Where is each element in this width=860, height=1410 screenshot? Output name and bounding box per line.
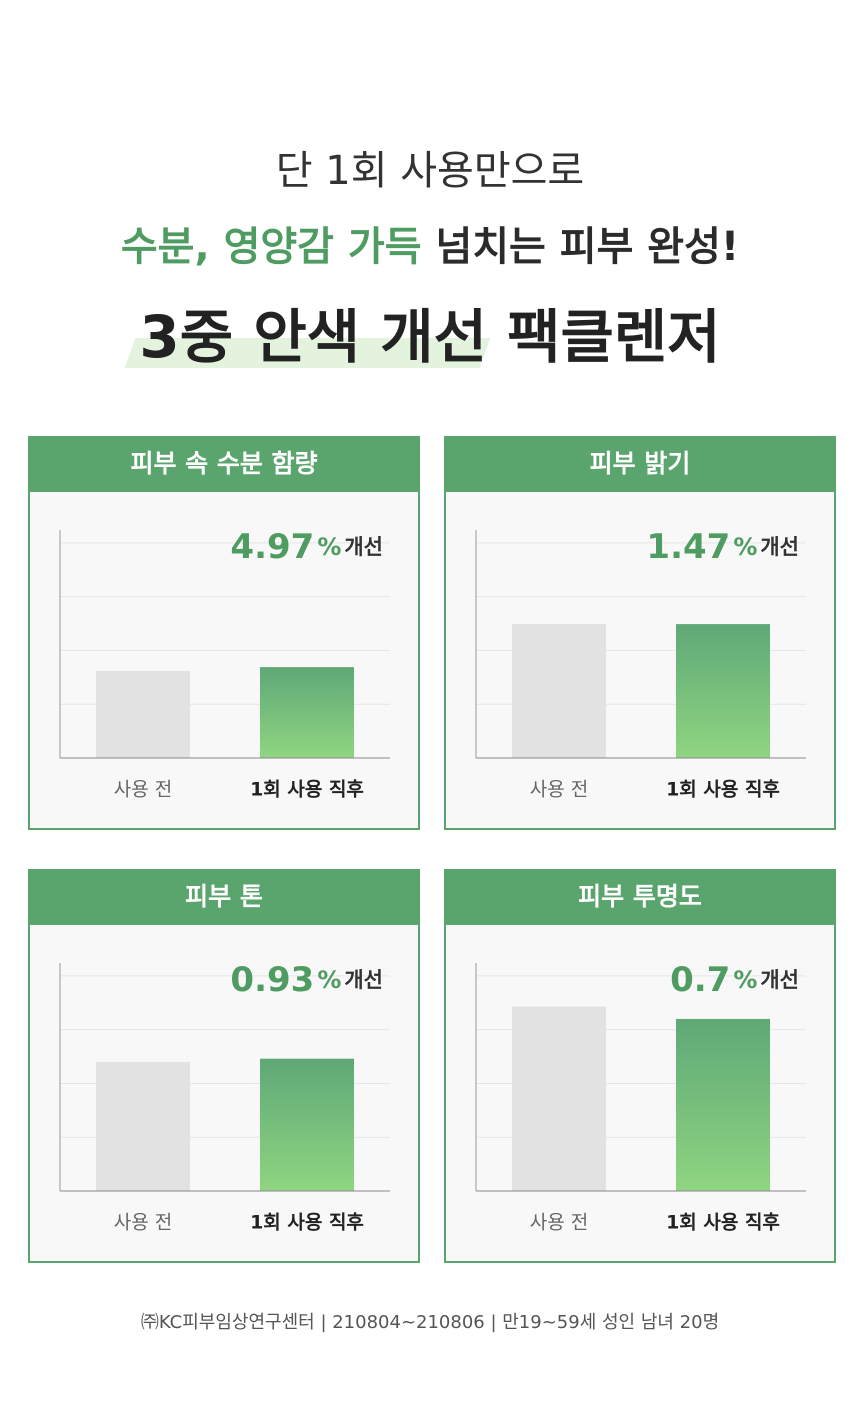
card-bg bbox=[444, 436, 836, 830]
improvement-label: 0.93% 개선 bbox=[230, 960, 383, 1000]
chart-title: 피부 밝기 bbox=[590, 449, 691, 478]
product-title: 3중 안색 개선 팩클렌저 bbox=[139, 303, 721, 371]
card-bg bbox=[444, 869, 836, 1263]
x-tick-label: 사용 전 bbox=[114, 1212, 172, 1234]
bar bbox=[512, 624, 606, 758]
chart-title: 피부 투명도 bbox=[578, 882, 702, 911]
improvement-improvement-unit: % bbox=[317, 966, 341, 994]
bar bbox=[512, 1006, 606, 1191]
headline: 수분, 영양감 가득 넘치는 피부 완성! bbox=[0, 214, 860, 272]
improvement-improvement-unit: % bbox=[733, 533, 757, 561]
improvement-label: 0.7% 개선 bbox=[670, 960, 799, 1000]
headline-green: 수분, 영양감 가득 bbox=[120, 224, 422, 270]
chart-title: 피부 속 수분 함량 bbox=[130, 449, 317, 478]
x-tick-label: 1회 사용 직후 bbox=[250, 779, 364, 801]
headline: 단 1회 사용만으로 bbox=[275, 148, 585, 194]
x-tick-label: 사용 전 bbox=[114, 779, 172, 801]
card-bg bbox=[28, 869, 420, 1263]
bar bbox=[260, 1058, 354, 1191]
improvement-improvement-suffix: 개선 bbox=[344, 535, 383, 559]
improvement-improvement-suffix: 개선 bbox=[344, 968, 383, 992]
improvement-label: 1.47% 개선 bbox=[646, 527, 799, 567]
improvement-improvement: 1.47 bbox=[646, 527, 730, 567]
improvement-label: 4.97% 개선 bbox=[230, 527, 383, 567]
x-tick-label: 사용 전 bbox=[530, 779, 588, 801]
chart-card: 피부 톤사용 전 1회 사용 직후 0.93% 개선 bbox=[28, 869, 420, 1263]
improvement-improvement-unit: % bbox=[733, 966, 757, 994]
x-tick-label: 1회 사용 직후 bbox=[666, 779, 780, 801]
x-tick-label: 1회 사용 직후 bbox=[250, 1212, 364, 1234]
bar bbox=[260, 667, 354, 758]
card-header bbox=[28, 436, 420, 492]
headline-rest: 넘치는 피부 완성! bbox=[435, 224, 740, 270]
card-header bbox=[444, 436, 836, 492]
bar bbox=[96, 1061, 190, 1191]
card-header bbox=[444, 869, 836, 925]
improvement-improvement: 0.93 bbox=[230, 960, 314, 1000]
improvement-improvement: 4.97 bbox=[230, 527, 314, 567]
improvement-improvement: 0.7 bbox=[670, 960, 730, 1000]
bar bbox=[676, 624, 770, 758]
chart-title: 피부 톤 bbox=[185, 882, 263, 911]
bar bbox=[96, 670, 190, 758]
footnote: ㈜KC피부임상연구센터 | 210804~210806 | 만19~59세 성인… bbox=[140, 1312, 720, 1333]
bar bbox=[676, 1018, 770, 1191]
x-tick-label: 1회 사용 직후 bbox=[666, 1212, 780, 1234]
improvement-improvement-unit: % bbox=[317, 533, 341, 561]
card-bg bbox=[28, 436, 420, 830]
card-header bbox=[28, 869, 420, 925]
improvement-improvement-suffix: 개선 bbox=[760, 535, 799, 559]
improvement-improvement-suffix: 개선 bbox=[760, 968, 799, 992]
x-tick-label: 사용 전 bbox=[530, 1212, 588, 1234]
